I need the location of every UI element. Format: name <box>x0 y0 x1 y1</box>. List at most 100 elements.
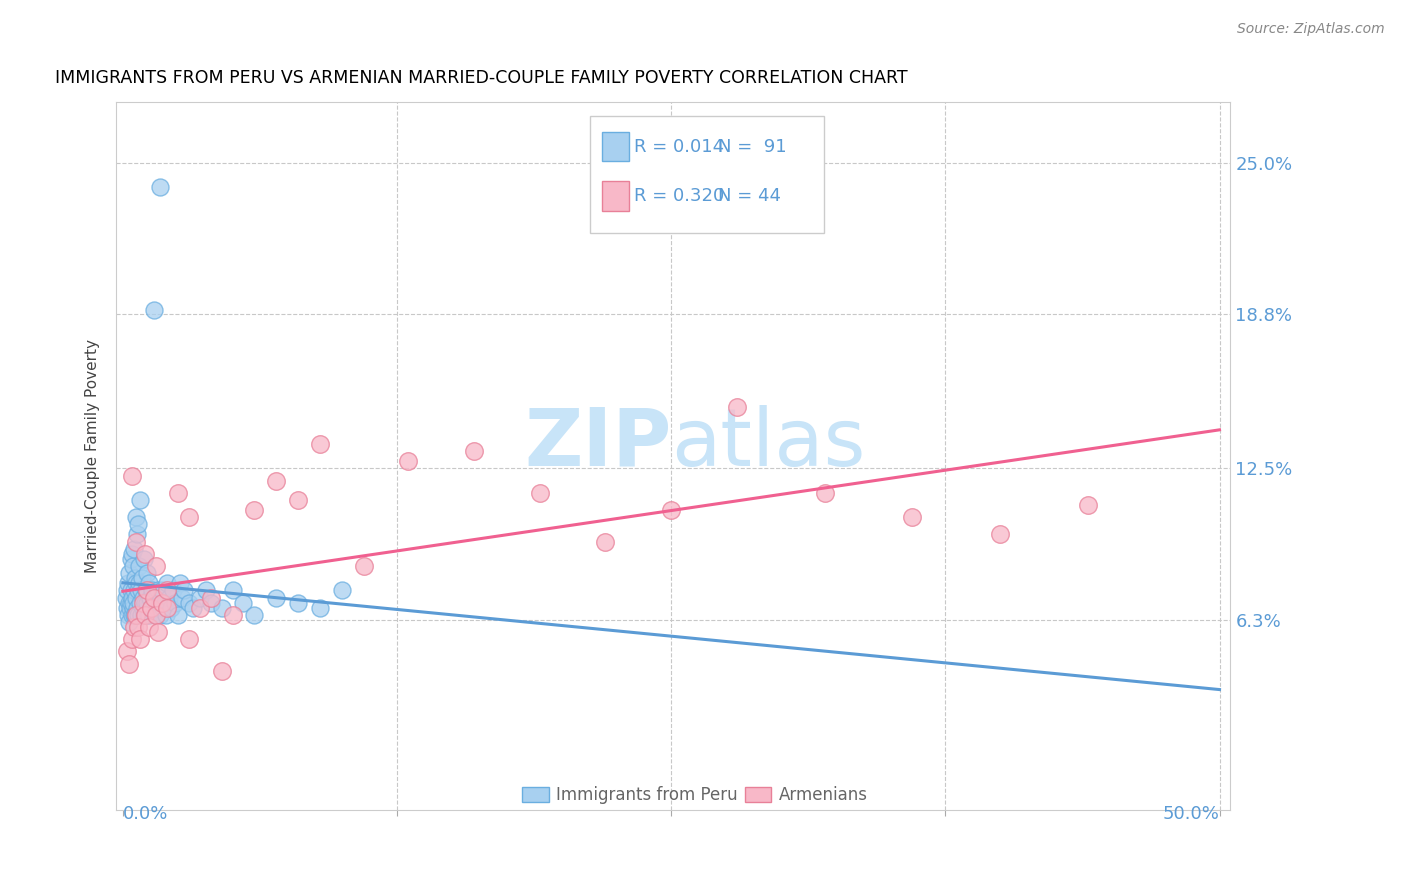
Point <box>221 583 243 598</box>
Point <box>131 596 153 610</box>
Point <box>166 607 188 622</box>
Point <box>166 485 188 500</box>
Point <box>173 583 195 598</box>
Point <box>139 591 162 605</box>
Point <box>117 607 139 622</box>
Point <box>232 596 254 610</box>
Point <box>122 583 145 598</box>
Point <box>195 583 218 598</box>
Point <box>221 607 243 622</box>
Point <box>120 596 142 610</box>
Point <box>162 583 184 598</box>
Point <box>142 596 165 610</box>
Point <box>211 600 233 615</box>
Point <box>127 620 149 634</box>
Point <box>595 534 617 549</box>
Point <box>115 583 138 598</box>
Point <box>122 607 145 622</box>
Point <box>988 527 1011 541</box>
Point <box>131 600 153 615</box>
Point <box>150 596 173 610</box>
FancyBboxPatch shape <box>602 132 628 161</box>
Point <box>127 517 149 532</box>
Point <box>115 600 138 615</box>
Point <box>149 607 172 622</box>
Point <box>129 596 152 610</box>
Text: atlas: atlas <box>671 405 866 483</box>
Point <box>122 620 145 634</box>
Point <box>1077 498 1099 512</box>
Point <box>463 444 485 458</box>
Point <box>138 576 160 591</box>
Point <box>243 607 266 622</box>
Point <box>134 607 156 622</box>
Point <box>129 493 152 508</box>
Point <box>125 607 148 622</box>
Point <box>121 591 143 605</box>
Point <box>127 583 149 598</box>
Text: N = 44: N = 44 <box>718 187 780 205</box>
Point <box>118 566 141 581</box>
Point <box>143 607 166 622</box>
Point <box>132 607 155 622</box>
Text: 50.0%: 50.0% <box>1163 805 1219 823</box>
Point <box>124 571 146 585</box>
Point <box>142 591 165 605</box>
Point <box>177 632 200 647</box>
Point <box>121 600 143 615</box>
Point <box>153 596 176 610</box>
Point <box>145 559 167 574</box>
Point <box>901 510 924 524</box>
Point <box>128 576 150 591</box>
Point <box>121 632 143 647</box>
Point <box>141 600 163 615</box>
Point <box>127 607 149 622</box>
Point <box>353 559 375 574</box>
Point <box>127 600 149 615</box>
Point <box>121 559 143 574</box>
Point <box>309 437 332 451</box>
Point <box>266 474 288 488</box>
Text: ZIP: ZIP <box>524 405 671 483</box>
Point <box>170 591 193 605</box>
Point <box>127 527 149 541</box>
Point <box>121 547 143 561</box>
Point <box>146 624 169 639</box>
Point <box>330 583 353 598</box>
Point <box>309 600 332 615</box>
Point <box>165 596 187 610</box>
Point <box>177 510 200 524</box>
Point <box>136 607 159 622</box>
FancyBboxPatch shape <box>745 787 772 803</box>
Point <box>200 591 222 605</box>
Point <box>122 541 145 556</box>
Point <box>135 566 157 581</box>
Point <box>200 596 222 610</box>
Point <box>136 600 159 615</box>
Point <box>120 583 142 598</box>
Point <box>149 180 172 194</box>
Point <box>188 591 211 605</box>
Point <box>125 510 148 524</box>
Point <box>243 503 266 517</box>
Point <box>146 600 169 615</box>
Point <box>118 596 141 610</box>
Point <box>122 596 145 610</box>
Point <box>287 493 309 508</box>
Point <box>115 644 138 658</box>
Point <box>117 576 139 591</box>
Point <box>120 551 142 566</box>
Point <box>129 607 152 622</box>
Point <box>138 607 160 622</box>
Point <box>124 576 146 591</box>
Point <box>814 485 837 500</box>
Point <box>145 591 167 605</box>
Point <box>138 620 160 634</box>
Point <box>134 607 156 622</box>
Point <box>157 591 180 605</box>
Point <box>150 583 173 598</box>
FancyBboxPatch shape <box>602 181 628 211</box>
Point <box>152 600 174 615</box>
Point <box>128 559 150 574</box>
Point <box>145 607 167 622</box>
